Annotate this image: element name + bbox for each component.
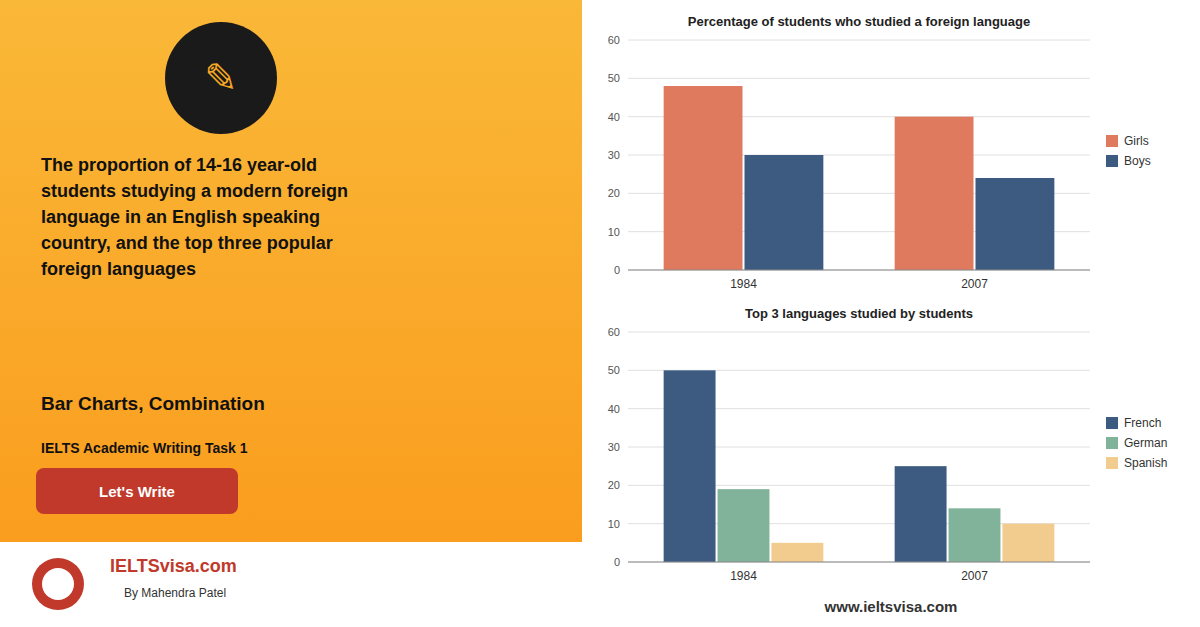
legend-swatch xyxy=(1106,417,1118,429)
bar xyxy=(718,489,770,562)
y-tick-label: 0 xyxy=(614,556,620,568)
subtitle-2: IELTS Academic Writing Task 1 xyxy=(41,440,247,456)
bar xyxy=(664,370,716,562)
y-tick-label: 30 xyxy=(608,149,620,161)
grid-line xyxy=(628,562,1090,563)
button[interactable]: Let's Write xyxy=(36,468,238,514)
footer-text: www.ieltsvisa.com xyxy=(582,598,1200,615)
y-tick-label: 60 xyxy=(608,326,620,338)
brand-visa: visa.com xyxy=(160,556,237,576)
y-tick-label: 10 xyxy=(608,226,620,238)
chart: Top 3 languages studied by students 0 10 20… xyxy=(582,298,1200,590)
bars xyxy=(664,86,1055,270)
main-title: The proportion of 14-16 year-old student… xyxy=(41,152,561,282)
y-tick-label: 10 xyxy=(608,518,620,530)
chart-title: Top 3 languages studied by students xyxy=(745,306,973,321)
brand-name: IELTSvisa.com xyxy=(110,556,237,577)
bar xyxy=(949,508,1001,562)
chart-title: Percentage of students who studied a for… xyxy=(688,14,1030,29)
page: IELTSvisa.com By Mahendra Patel ✎ The prop… xyxy=(0,0,1200,627)
bar xyxy=(895,466,947,562)
bar xyxy=(664,86,743,270)
x-tick-label: 1984 xyxy=(730,277,757,291)
y-tick-label: 20 xyxy=(608,479,620,491)
icon-pencil: ✎ xyxy=(204,58,238,98)
bar xyxy=(745,155,824,270)
x-axis-line xyxy=(628,270,1090,271)
grid-line xyxy=(628,270,1090,271)
y-tick-label: 20 xyxy=(608,187,620,199)
chart: Percentage of students who studied a for… xyxy=(582,6,1200,298)
x-tick-label: 2007 xyxy=(961,569,988,583)
y-tick-label: 40 xyxy=(608,111,620,123)
legend-swatch xyxy=(1106,135,1118,147)
subtitle: Bar Charts, Combination xyxy=(41,393,265,415)
grid-line xyxy=(628,332,1090,333)
y-tick-label: 50 xyxy=(608,72,620,84)
legend-swatch xyxy=(1106,437,1118,449)
legend-label: Boys xyxy=(1124,154,1151,168)
legend-swatch xyxy=(1106,457,1118,469)
y-tick-label: 30 xyxy=(608,441,620,453)
brand-ielts: IELTS xyxy=(110,556,160,576)
bar xyxy=(771,543,823,562)
legend-swatch xyxy=(1106,155,1118,167)
legend-label: Girls xyxy=(1124,134,1149,148)
bar xyxy=(895,117,974,270)
y-tick-label: 60 xyxy=(608,34,620,46)
button-text[interactable]: Let's Write xyxy=(99,483,175,500)
logo xyxy=(32,558,84,610)
right-panel: www.ieltsvisa.com Percentage of students … xyxy=(582,0,1200,627)
y-tick-label: 0 xyxy=(614,264,620,276)
legend-label: German xyxy=(1124,436,1167,450)
y-tick-label: 40 xyxy=(608,403,620,415)
x-tick-label: 2007 xyxy=(961,277,988,291)
bars xyxy=(664,370,1055,562)
bar xyxy=(1002,524,1054,562)
left-footer: IELTSvisa.com By Mahendra Patel xyxy=(0,542,582,627)
x-tick-label: 1984 xyxy=(730,569,757,583)
brand-sub: By Mahendra Patel xyxy=(124,586,226,600)
grid-line xyxy=(628,78,1090,79)
y-tick-label: 50 xyxy=(608,364,620,376)
icon-circle: ✎ xyxy=(165,22,277,134)
left-panel: IELTSvisa.com By Mahendra Patel ✎ The prop… xyxy=(0,0,582,627)
legend-label: Spanish xyxy=(1124,456,1167,470)
x-axis-line xyxy=(628,562,1090,563)
legend-label: French xyxy=(1124,416,1161,430)
bar xyxy=(976,178,1055,270)
grid-line xyxy=(628,40,1090,41)
logo-inner xyxy=(42,568,74,600)
